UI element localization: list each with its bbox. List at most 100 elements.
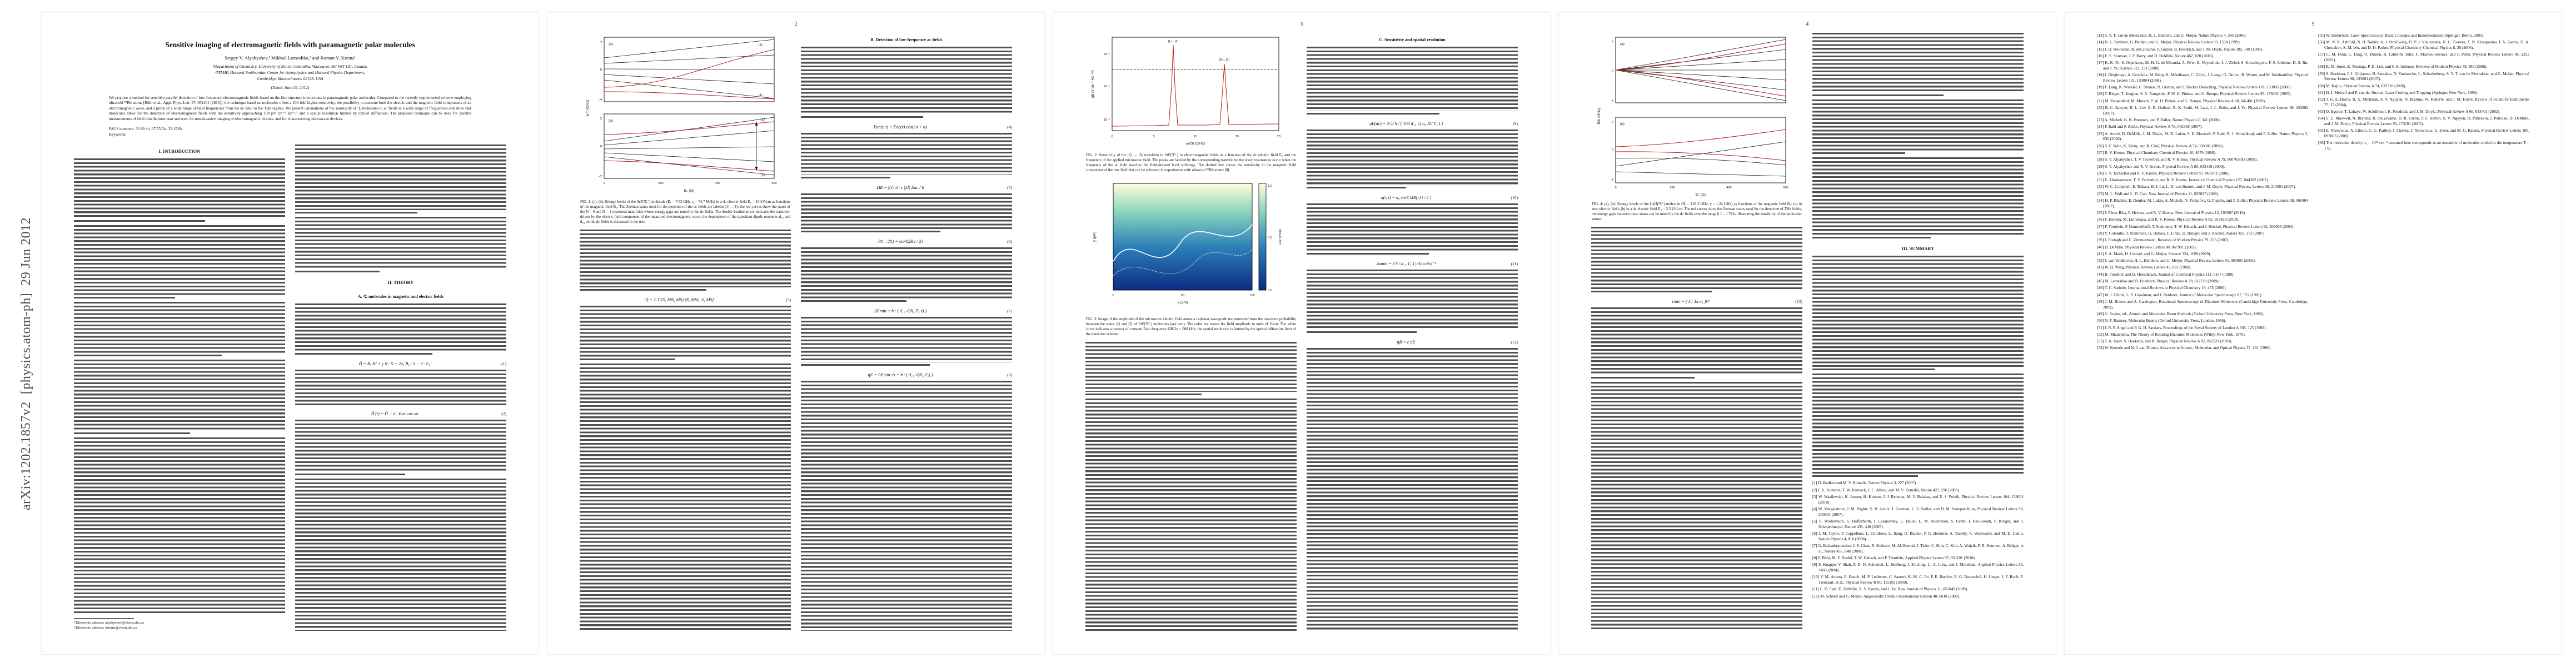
fig3-colorbar-ticks: 1.0 0.5 0.0 — [1268, 185, 1272, 292]
svg-text:15: 15 — [1235, 135, 1239, 138]
text-line — [801, 364, 930, 366]
text-paragraph — [1812, 374, 2024, 474]
equation-12: ηB = c ηE (12) — [1307, 340, 1518, 345]
text-paragraph — [1591, 226, 1802, 289]
fig4-panel-b-label: (b) — [1620, 122, 1625, 126]
equation-number: (7) — [1007, 308, 1012, 314]
page-5: 5 [13] S. Y. T. van de Meerakker, H. L. … — [2064, 12, 2562, 655]
abstract: We propose a method for sensitive parall… — [109, 95, 471, 121]
equation-8: ηE = ΔEmin √τ = ħ / ( d₁₂ √(N₀ T₂) ) (8) — [801, 372, 1012, 377]
fig3-x-axis-label: x (μm) — [1178, 301, 1188, 305]
reference-entry: [41] S. A. Meek, H. Conrad, and G. Meije… — [2097, 251, 2211, 256]
page4-right-column: III. SUMMARY [1] D. Budker and M. V. Rom… — [1812, 33, 2024, 631]
reference-entry: [51] J. R. P. Angel and P. G. H. Sandars… — [2097, 325, 2267, 330]
equation-number: (3) — [786, 297, 791, 302]
page-2: 2 (a) |3⟩ |4⟩ — [547, 12, 1045, 655]
svg-text:−2: −2 — [1610, 178, 1613, 182]
reference-entry: [30] T. V. Tscherbul and R. V. Krems, Ph… — [2097, 170, 2231, 176]
text-paragraph — [801, 133, 1012, 176]
fig1-panel-b: (b) |1⟩ |2⟩ 2 0 −2 0 200 400 600 — [599, 113, 777, 193]
fig3-y-axis-label: y (μm) — [1093, 232, 1097, 242]
equation-body: Δxmin = ( ħ / d₁₂ T₂ ) |∂Eac/∂x|⁻¹ — [1376, 261, 1436, 267]
fig4-xticks: 0 200 400 600 — [1615, 186, 1788, 190]
text-line — [1307, 253, 1429, 255]
reference-entry: [32] W. C. Campbell, E. Tsikata, H.-I. L… — [2097, 184, 2296, 190]
reference-entry: [3] W. Wasilewski, K. Jensen, H. Krauter… — [1812, 494, 2024, 505]
text-line — [801, 300, 906, 302]
text-line — [295, 271, 380, 273]
fig1-transition-arrow — [755, 122, 758, 171]
svg-text:10⁻⁶: 10⁻⁶ — [1104, 118, 1110, 122]
svg-text:400: 400 — [715, 182, 720, 185]
reference-entry: [23] A. Micheli, G. K. Brennen, and P. Z… — [2097, 117, 2221, 123]
page-4: 4 (a) 4 0 — [1558, 12, 2056, 655]
equation-number: (13) — [1795, 298, 1802, 304]
svg-text:4: 4 — [1612, 41, 1613, 44]
fig3-xticks: 0 50 100 — [1112, 294, 1254, 297]
reference-entry: [28] S. V. Alyabyshev, T. V. Tscherbul, … — [2097, 157, 2258, 162]
reference-list-page5-left: [13] S. Y. T. van de Meerakker, H. L. Be… — [2097, 33, 2308, 352]
fig4-panel-a: (a) 4 0 −4 — [1610, 37, 1786, 103]
subsection-heading-b: B. Detection of low-frequency ac fields — [870, 37, 943, 42]
svg-text:10⁻⁵: 10⁻⁵ — [1104, 84, 1110, 88]
equation-number: (5) — [1007, 185, 1012, 191]
svg-text:−4: −4 — [1610, 99, 1613, 103]
affiliation-1: ¹Department of Chemistry, University of … — [213, 64, 367, 69]
svg-text:−4: −4 — [599, 98, 602, 102]
equation-4: Eac(r, t) = Eac(r) cos(ωt + φ) (4) — [801, 125, 1012, 130]
svg-text:2: 2 — [1612, 121, 1613, 124]
reference-entry: [25] A. André, D. DeMille, J. M. Doyle, … — [2097, 131, 2308, 142]
svg-text:10⁻⁴: 10⁻⁴ — [1103, 52, 1110, 56]
reference-entry: [11] L. D. Carr, D. DeMille, R. V. Krems… — [1812, 586, 1969, 592]
section-heading-theory: II. THEORY — [387, 280, 414, 286]
figure-2-caption: FIG. 2: Sensitivity of the |2⟩ → |3⟩ tra… — [1086, 153, 1296, 172]
text-line — [1812, 475, 1918, 477]
figure-2-sensitivity-plot: |1⟩→|2⟩ |2⟩→|3⟩ 10⁻⁴ 10⁻⁵ 10⁻⁶ 0 5 10 15… — [1092, 37, 1280, 146]
fig2-y-axis-label: ηE (V cm⁻¹ Hz⁻¹/²) — [1092, 70, 1095, 98]
arxiv-stamp: arXiv:1202.1857v2 [physics.atom-ph] 29 J… — [19, 217, 33, 510]
text-paragraph — [1307, 348, 1518, 631]
text-paragraph — [1307, 130, 1518, 186]
dated-line: (Dated: June 29, 2012) — [271, 84, 310, 90]
svg-text:600: 600 — [1783, 186, 1788, 190]
reference-entry: [58] K. M. Jones, E. Tiesinga, P. D. Let… — [2318, 64, 2488, 69]
equation-body: ΔEmin = ħ / ( d₁₂ √(N₀ T₂ τ) ) — [874, 308, 927, 314]
fig1-state3-label: |3⟩ — [759, 43, 763, 47]
reference-entry: [46] T. C. Steimle, International Review… — [2097, 285, 2227, 291]
text-paragraph — [295, 217, 506, 270]
equation-number: (2) — [501, 411, 506, 417]
reference-entry: [5] S. Wildermuth, S. Hofferberth, I. Le… — [1812, 519, 2024, 529]
figure-3-caption: FIG. 3: Image of the amplitude of the mi… — [1086, 317, 1296, 336]
text-line — [1812, 369, 1935, 371]
svg-text:50: 50 — [1181, 294, 1184, 297]
reference-entry: [16] E. S. Shuman, J. F. Barry, and D. D… — [2097, 53, 2214, 58]
page3-left-column: |1⟩→|2⟩ |2⟩→|3⟩ 10⁻⁴ 10⁻⁵ 10⁻⁶ 0 5 10 15… — [1085, 33, 1297, 631]
text-line — [1085, 393, 1202, 395]
text-paragraph — [295, 303, 506, 352]
affiliation-3: Cambridge, Massachusetts 02138, USA — [257, 76, 323, 81]
reference-entry: [26] S. F. Yelin, K. Kirby, and R. Côté,… — [2097, 143, 2224, 148]
figure-3-field-map: 1.0 0.5 0.0 0 50 100 x (μm) y (μm) Eac (… — [1093, 183, 1282, 305]
fig1-state2-label: |2⟩ — [761, 173, 765, 177]
fig4-yticks-b: 2 0 −2 — [1610, 121, 1613, 182]
fig1-red-curves-b — [604, 121, 775, 172]
page1-right-column: II. THEORY A. ²Σ molecules in magnetic a… — [295, 145, 506, 631]
text-line — [74, 355, 222, 357]
text-paragraph — [580, 364, 791, 631]
text-paragraph — [295, 420, 506, 472]
text-line — [295, 212, 418, 214]
reference-entry: [21] M. Zeppenfeld, M. Motsch, P. W. H. … — [2097, 98, 2266, 103]
reference-entry: [48] J. M. Brown and A. Carrington, Rota… — [2097, 298, 2308, 310]
reference-entry: [22] B. C. Sawyer, B. L. Lev, E. R. Huds… — [2097, 105, 2308, 116]
fig3-colorbar-label: Eac (V/cm) — [1279, 229, 1282, 245]
page5-right-column: [55] W. Demtröder, Laser Spectroscopy: B… — [2318, 33, 2529, 631]
fig3-contour-line-dashed — [1113, 248, 1253, 276]
paper-title: Sensitive imaging of electromagnetic fie… — [165, 41, 415, 49]
svg-text:0: 0 — [1615, 186, 1616, 190]
equation-number: (10) — [1511, 195, 1518, 201]
reference-entry: [56] M. N. R. Ashfold, N. H. Nahler, A. … — [2318, 39, 2529, 50]
page3-right-column: C. Sensitivity and spatial resolution ηE… — [1307, 33, 1518, 631]
reference-entry: [39] J. Fortágh and C. Zimmermann, Revie… — [2097, 237, 2230, 243]
equation-7: ΔEmin = ħ / ( d₁₂ √(N₀ T₂ τ) ) (7) — [801, 308, 1012, 313]
svg-text:0: 0 — [1612, 148, 1613, 152]
